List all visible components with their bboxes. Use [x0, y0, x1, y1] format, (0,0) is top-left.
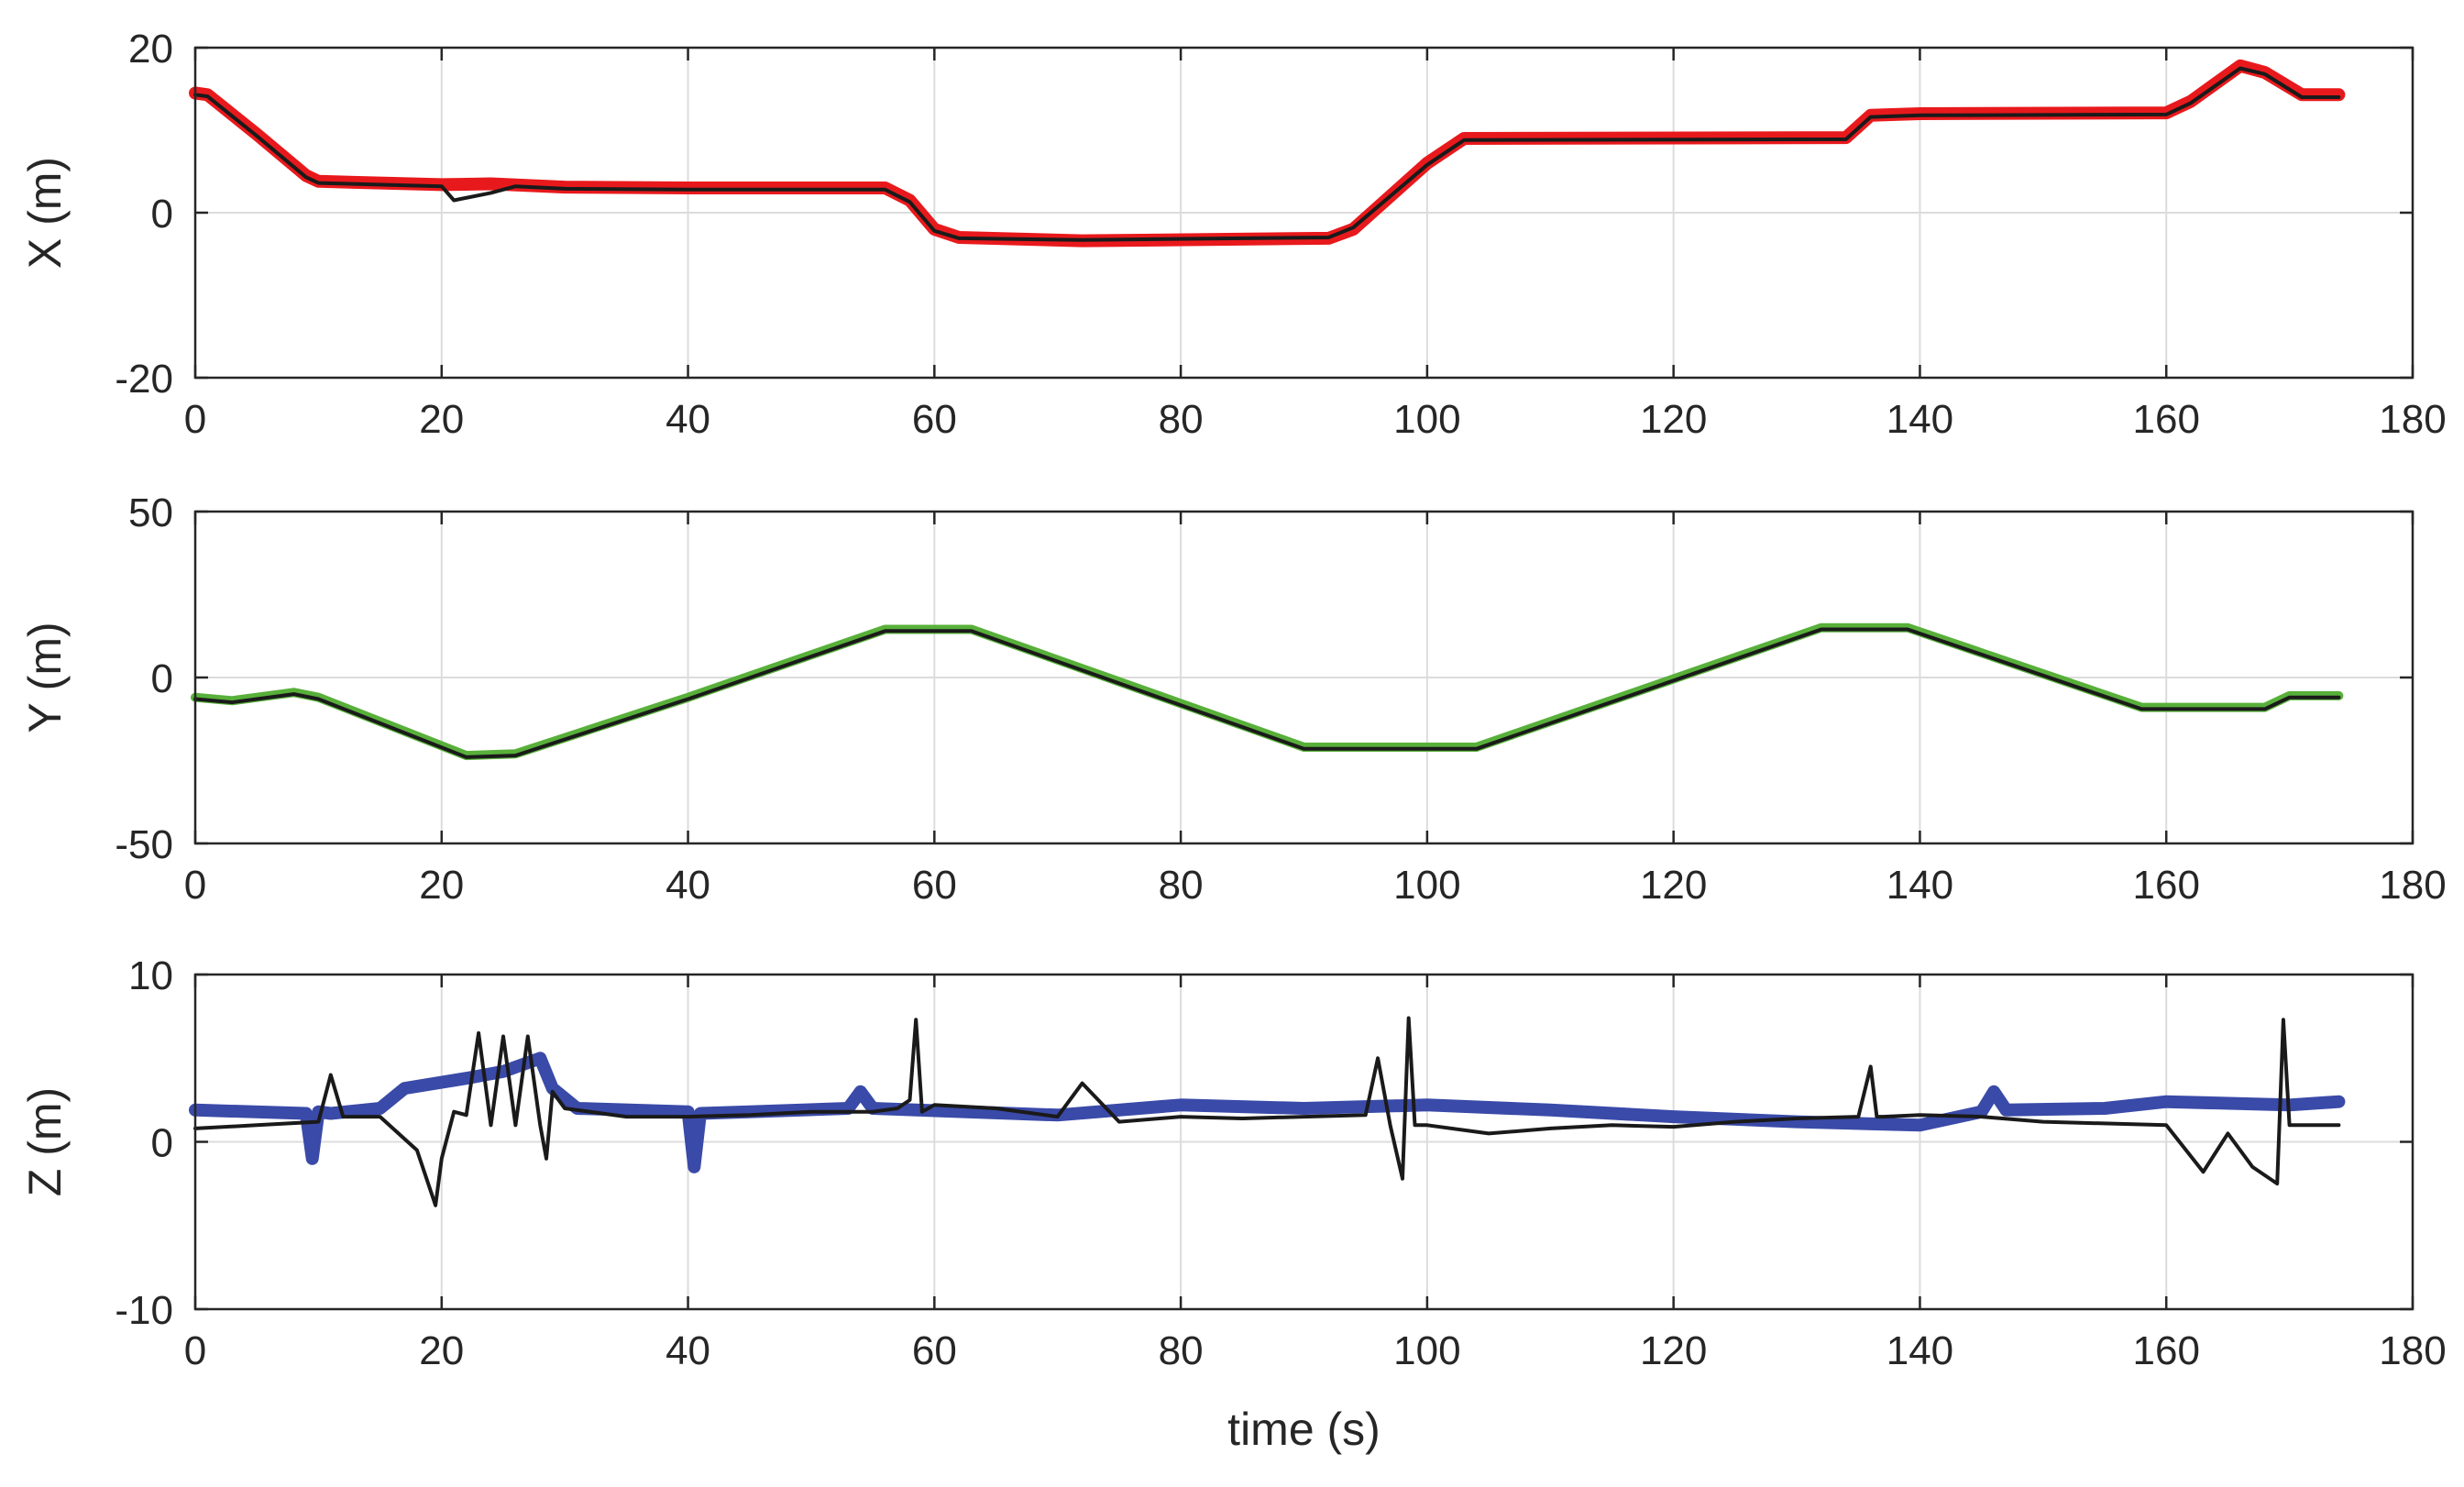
x-tick-label: 140 [1886, 1328, 1953, 1373]
x-tick-label: 40 [666, 1328, 710, 1373]
x-tick-label: 0 [184, 397, 206, 442]
y-tick-label: 0 [151, 1121, 173, 1166]
x-axis-label: time (s) [1227, 1404, 1380, 1455]
series-line-reference [193, 627, 2341, 759]
y-axis-label: Z (m) [19, 1087, 71, 1196]
x-tick-label: 120 [1640, 397, 1707, 442]
y-tick-label: -50 [115, 822, 173, 867]
series-line-estimate [189, 1052, 2346, 1173]
x-tick-label: 100 [1393, 1328, 1460, 1373]
y-axis-label: Y (m) [19, 622, 71, 732]
y-tick-label: -10 [115, 1288, 173, 1333]
x-tick-label: 60 [912, 397, 957, 442]
series-line-reference [193, 66, 2341, 242]
y-tick-label: 50 [128, 490, 173, 535]
x-tick-label: 20 [419, 397, 464, 442]
x-tick-label: 80 [1159, 1328, 1204, 1373]
x-tick-label: 140 [1886, 397, 1953, 442]
y-tick-label: 20 [128, 27, 173, 72]
x-tick-label: 100 [1393, 863, 1460, 908]
x-tick-label: 60 [912, 863, 957, 908]
x-tick-label: 60 [912, 1328, 957, 1373]
x-tick-label: 0 [184, 1328, 206, 1373]
x-tick-label: 20 [419, 863, 464, 908]
x-tick-label: 20 [419, 1328, 464, 1373]
y-tick-label: -20 [115, 357, 173, 402]
y-axis-label: X (m) [19, 157, 71, 269]
x-tick-label: 180 [2379, 397, 2446, 442]
x-tick-label: 160 [2133, 863, 2200, 908]
x-tick-label: 80 [1159, 863, 1204, 908]
x-tick-label: 80 [1159, 397, 1204, 442]
x-tick-label: 40 [666, 863, 710, 908]
y-tick-label: 0 [151, 656, 173, 701]
x-tick-label: 160 [2133, 1328, 2200, 1373]
series-line-reference [193, 1016, 2341, 1207]
x-tick-label: 180 [2379, 1328, 2446, 1373]
y-tick-label: 0 [151, 192, 173, 237]
x-tick-label: 120 [1640, 1328, 1707, 1373]
x-tick-label: 40 [666, 397, 710, 442]
x-tick-label: 140 [1886, 863, 1953, 908]
x-tick-label: 180 [2379, 863, 2446, 908]
x-tick-label: 0 [184, 863, 206, 908]
x-tick-label: 100 [1393, 397, 1460, 442]
y-tick-label: 10 [128, 953, 173, 998]
x-tick-label: 120 [1640, 863, 1707, 908]
x-tick-label: 160 [2133, 397, 2200, 442]
